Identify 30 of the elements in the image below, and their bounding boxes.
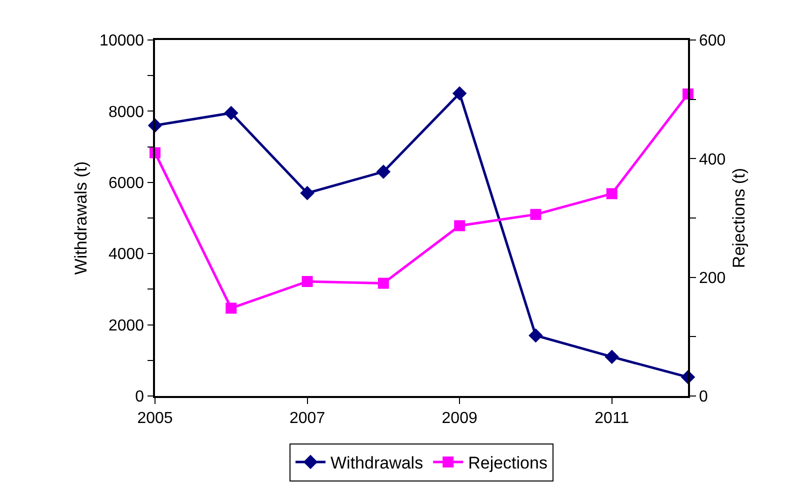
- y-tick-label: 0: [135, 388, 144, 406]
- point: [528, 328, 543, 343]
- x-tick-label: 2007: [289, 410, 326, 427]
- y-tick-label: 10000: [100, 32, 144, 50]
- x-tick-label: 2009: [442, 410, 478, 427]
- x-tick-label: 2011: [594, 410, 630, 427]
- point: [226, 302, 237, 314]
- point: [454, 220, 466, 232]
- y2-tick-label: 600: [698, 32, 726, 50]
- y-axis-title: Withdrawals (t): [72, 161, 91, 275]
- x-tick-label: 2005: [137, 410, 173, 427]
- y2-tick-label: 200: [698, 270, 726, 287]
- point: [452, 86, 467, 101]
- y2-tick-label: 0: [698, 388, 708, 406]
- point: [376, 164, 391, 179]
- y-tick-label: 6000: [108, 175, 144, 192]
- point: [606, 188, 618, 200]
- point: [300, 186, 314, 200]
- legend-label: Rejections: [468, 454, 548, 473]
- y2-tick-label: 400: [698, 151, 726, 168]
- point: [530, 208, 542, 220]
- y-tick-label: 2000: [108, 317, 144, 334]
- y-tick-label: 4000: [108, 246, 144, 264]
- point: [302, 276, 313, 287]
- point: [224, 106, 238, 120]
- point: [604, 350, 620, 364]
- legend-label: Withdrawals: [330, 454, 424, 473]
- y2-axis-title: Rejections (t): [730, 168, 749, 268]
- point: [378, 278, 389, 289]
- y-tick-label: 8000: [108, 104, 144, 121]
